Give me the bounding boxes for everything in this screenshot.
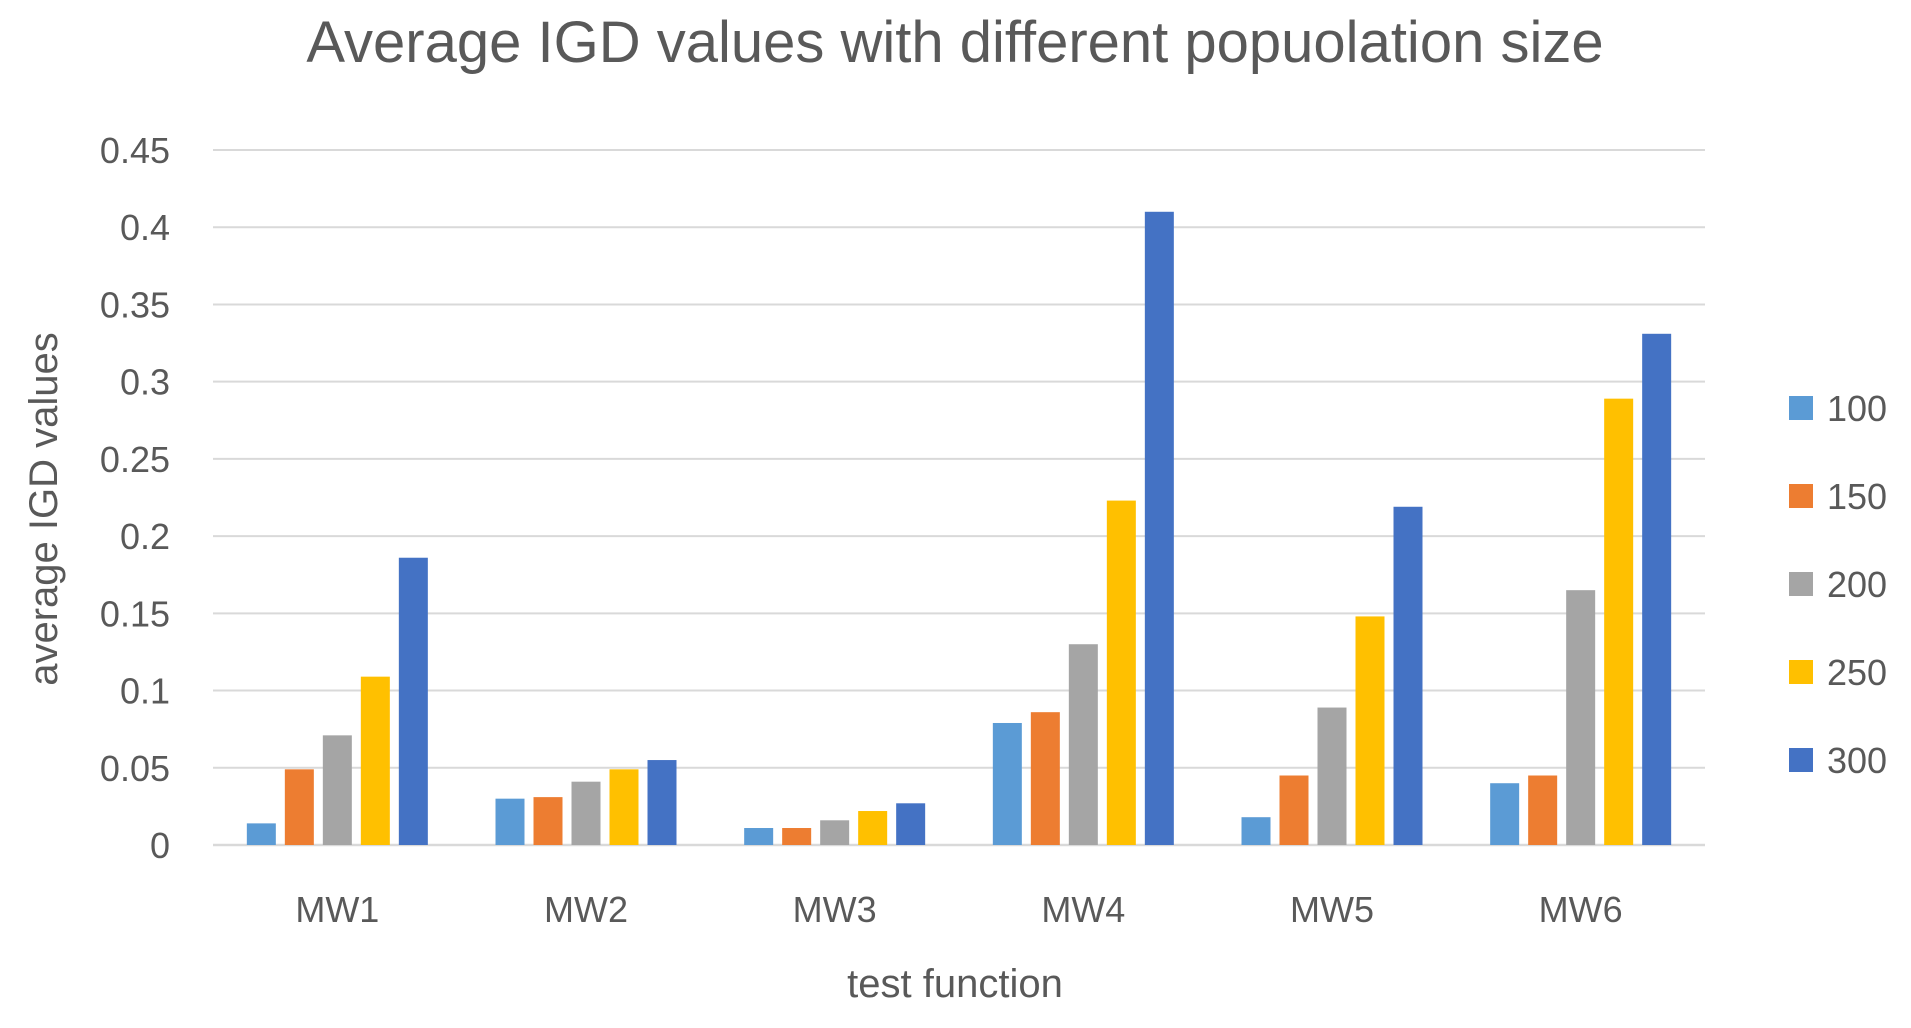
x-axis-ticks: MW1 MW2 MW3 MW4 MW5 MW6	[295, 889, 1622, 930]
legend-label: 100	[1827, 388, 1887, 429]
bar-mw1-300	[398, 557, 428, 845]
bar-mw4-100	[992, 722, 1022, 845]
bar-mw4-250	[1106, 500, 1136, 845]
bar-mw2-100	[495, 798, 525, 845]
bar-mw3-150	[782, 828, 812, 845]
x-tick-label: MW3	[793, 889, 877, 930]
x-tick-label: MW1	[295, 889, 379, 930]
bar-mw2-200	[571, 781, 601, 845]
legend-swatch-150	[1789, 484, 1813, 508]
legend: 100 150 200 250 300	[1789, 388, 1887, 781]
y-axis-ticks: 0 0.05 0.1 0.15 0.2 0.25 0.3 0.35 0.4 0.45	[100, 130, 170, 866]
legend-label: 250	[1827, 652, 1887, 693]
x-tick-label: MW4	[1041, 889, 1125, 930]
bar-mw5-150	[1279, 775, 1309, 845]
y-tick-label: 0.05	[100, 748, 170, 789]
y-tick-label: 0.4	[120, 207, 170, 248]
y-tick-label: 0.15	[100, 593, 170, 634]
chart-title: Average IGD values with different popuol…	[306, 10, 1603, 75]
legend-swatch-250	[1789, 660, 1813, 684]
x-tick-label: MW2	[544, 889, 628, 930]
bar-mw2-300	[647, 760, 677, 845]
bar-mw3-100	[744, 828, 774, 845]
y-tick-label: 0.1	[120, 671, 170, 712]
legend-swatch-100	[1789, 396, 1813, 420]
y-tick-label: 0	[150, 825, 170, 866]
legend-swatch-200	[1789, 572, 1813, 596]
gridlines	[213, 149, 1705, 847]
bar-mw5-100	[1241, 817, 1271, 845]
legend-label: 150	[1827, 476, 1887, 517]
bar-mw4-200	[1068, 644, 1098, 845]
bar-mw3-250	[858, 811, 888, 845]
y-tick-label: 0.35	[100, 284, 170, 325]
bar-mw1-250	[360, 676, 390, 845]
bars	[246, 211, 1672, 845]
bar-mw6-150	[1528, 775, 1558, 845]
x-tick-label: MW5	[1290, 889, 1374, 930]
legend-label: 200	[1827, 564, 1887, 605]
bar-mw6-200	[1566, 590, 1596, 845]
y-tick-label: 0.3	[120, 362, 170, 403]
bar-mw6-100	[1490, 783, 1520, 845]
bar-mw1-100	[246, 823, 276, 845]
bar-mw3-300	[896, 803, 926, 845]
bar-mw4-150	[1030, 712, 1060, 845]
bar-mw6-250	[1604, 398, 1634, 845]
bar-mw2-250	[609, 769, 639, 845]
bar-mw4-300	[1144, 211, 1174, 845]
bar-mw5-250	[1355, 616, 1385, 845]
y-axis-title: average IGD values	[22, 332, 66, 686]
bar-mw1-150	[284, 769, 314, 845]
x-tick-label: MW6	[1539, 889, 1623, 930]
x-axis-title: test function	[847, 962, 1063, 1006]
bar-mw3-200	[820, 820, 850, 845]
legend-label: 300	[1827, 740, 1887, 781]
y-tick-label: 0.2	[120, 516, 170, 557]
bar-mw5-200	[1317, 707, 1347, 845]
bar-mw1-200	[322, 735, 352, 845]
bar-mw6-300	[1642, 333, 1672, 845]
y-tick-label: 0.45	[100, 130, 170, 171]
y-tick-label: 0.25	[100, 439, 170, 480]
bar-mw5-300	[1393, 506, 1423, 845]
legend-swatch-300	[1789, 748, 1813, 772]
bar-mw2-150	[533, 797, 563, 845]
